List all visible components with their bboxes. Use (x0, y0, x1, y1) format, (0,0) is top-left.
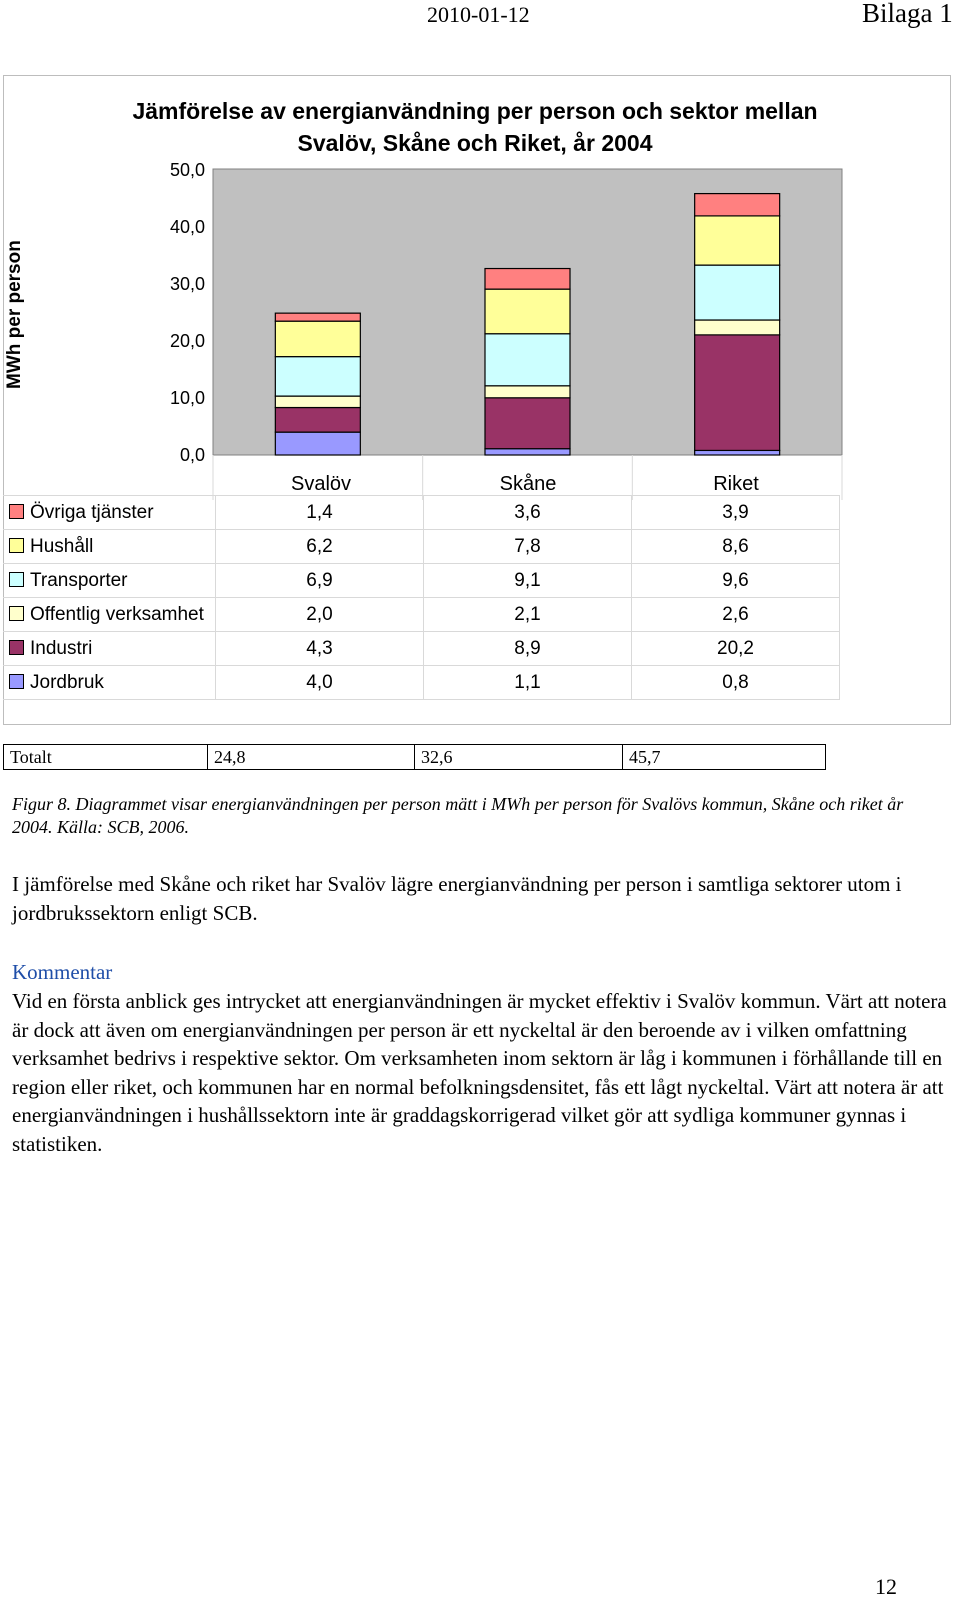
series-name: Offentlig verksamhet (30, 603, 204, 625)
bar-segment (274, 312, 361, 322)
y-tick-label: 50,0 (169, 160, 205, 180)
totals-value: 45,7 (622, 744, 826, 770)
bar-segment (484, 448, 571, 456)
x-category-label: Skåne (499, 473, 557, 495)
legend-swatch-icon (9, 571, 24, 587)
bar-segment (274, 431, 361, 456)
series-name: Jordbruk (30, 671, 104, 693)
legend-entry: Hushåll (3, 529, 216, 564)
data-label: 9,6 (631, 563, 840, 598)
y-tick-label: 10,0 (169, 388, 205, 408)
series-name: Hushåll (30, 535, 94, 557)
bar-segment (484, 267, 571, 290)
data-label: 2,1 (423, 597, 632, 632)
bar-segment (694, 449, 781, 456)
legend-entry: Jordbruk (3, 665, 216, 700)
data-label: 1,4 (215, 495, 424, 530)
table-row: Transporter 6,9 9,1 9,6 (3, 563, 840, 598)
bar-segment (694, 215, 781, 266)
body-paragraph: I jämförelse med Skåne och riket har Sva… (12, 872, 902, 925)
chart-title-line1: Jämförelse av energianvändning per perso… (132, 98, 818, 124)
y-tick-label: 40,0 (169, 217, 205, 237)
table-row: Hushåll 6,2 7,8 8,6 (3, 529, 840, 564)
stacked-bar-chart (212, 168, 843, 500)
data-label: 8,9 (423, 631, 632, 666)
legend-swatch-icon (9, 537, 24, 553)
header-date: 2010-01-12 (427, 2, 530, 27)
legend-entry: Transporter (3, 563, 216, 598)
data-label: 0,8 (631, 665, 840, 700)
chart-title-line2: Svalöv, Skåne och Riket, år 2004 (297, 130, 653, 156)
totals-table: Totalt 24,8 32,6 45,7 (3, 744, 826, 770)
table-row: Offentlig verksamhet 2,0 2,1 2,6 (3, 597, 840, 632)
y-tick-label: 20,0 (169, 331, 205, 351)
data-label: 1,1 (423, 665, 632, 700)
x-category-label: Svalöv (290, 473, 352, 495)
bar-segment (484, 385, 571, 399)
bar-segment (274, 320, 361, 358)
bar-segment (484, 397, 571, 450)
bar-segment (274, 395, 361, 409)
totals-value: 24,8 (207, 744, 415, 770)
table-row: Jordbruk 4,0 1,1 0,8 (3, 665, 840, 700)
bar-segment (694, 319, 781, 336)
table-row: Övriga tjänster 1,4 3,6 3,9 (3, 495, 840, 530)
legend-entry: Offentlig verksamhet (3, 597, 216, 632)
header-appendix-label: Bilaga 1 (862, 0, 953, 28)
y-tick-label: 30,0 (169, 274, 205, 294)
bar-segment (274, 406, 361, 433)
legend-data-table: Övriga tjänster 1,4 3,6 3,9 Hushåll 6,2 … (3, 495, 840, 700)
bar-segment (694, 264, 781, 321)
data-label: 3,6 (423, 495, 632, 530)
data-label: 2,0 (215, 597, 424, 632)
figure-caption: Figur 8. Diagrammet visar energianvändni… (12, 794, 904, 837)
x-category-label: Riket (713, 473, 759, 495)
bar-segment (694, 334, 781, 452)
data-label: 4,3 (215, 631, 424, 666)
series-name: Övriga tjänster (30, 501, 154, 523)
bar-segment (484, 333, 571, 387)
bar-segment (484, 288, 571, 335)
data-label: 2,6 (631, 597, 840, 632)
legend-swatch-icon (9, 503, 24, 519)
data-label: 3,9 (631, 495, 840, 530)
series-name: Transporter (30, 569, 128, 591)
totals-value: 32,6 (414, 744, 623, 770)
data-label: 6,9 (215, 563, 424, 598)
totals-label: Totalt (3, 744, 208, 770)
legend-swatch-icon (9, 673, 24, 689)
data-label: 20,2 (631, 631, 840, 666)
data-label: 4,0 (215, 665, 424, 700)
data-label: 6,2 (215, 529, 424, 564)
comment-paragraph: Vid en första anblick ges intrycket att … (12, 989, 947, 1156)
page-number: 12 (875, 1574, 897, 1599)
table-row: Industri 4,3 8,9 20,2 (3, 631, 840, 666)
data-label: 8,6 (631, 529, 840, 564)
y-tick-label: 0,0 (179, 445, 205, 465)
data-label: 9,1 (423, 563, 632, 598)
legend-swatch-icon (9, 605, 24, 621)
series-name: Industri (30, 637, 93, 659)
bar-segment (694, 192, 781, 217)
comment-heading: Kommentar (12, 960, 113, 984)
table-row: Totalt 24,8 32,6 45,7 (3, 744, 826, 770)
legend-entry: Industri (3, 631, 216, 666)
bar-segment (274, 356, 361, 397)
legend-entry: Övriga tjänster (3, 495, 216, 530)
legend-swatch-icon (9, 639, 24, 655)
data-label: 7,8 (423, 529, 632, 564)
